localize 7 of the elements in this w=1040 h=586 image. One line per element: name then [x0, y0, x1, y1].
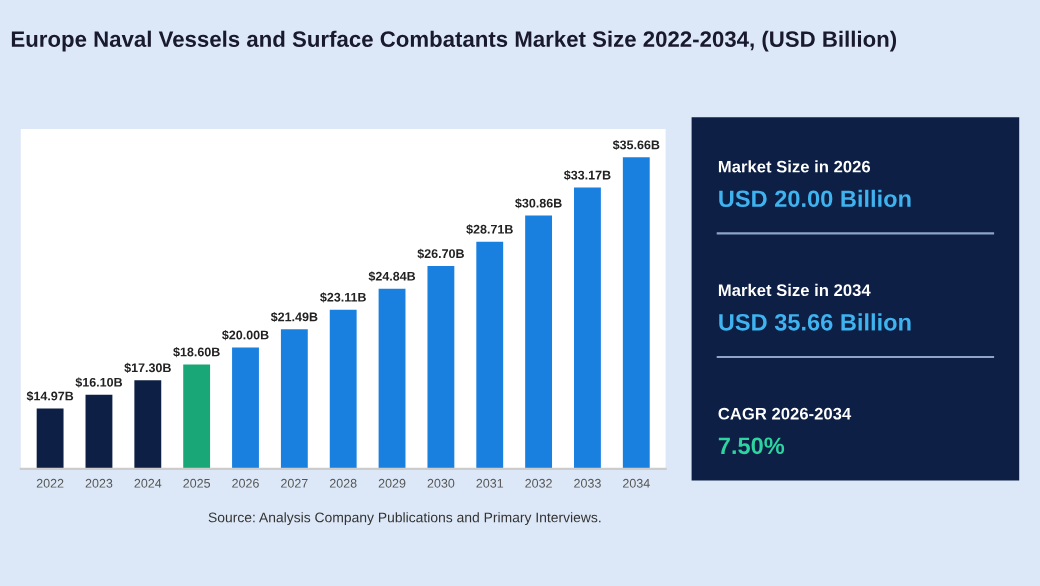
text: CAGR 2026-2034	[718, 407, 852, 420]
text: Market Size in 2034	[718, 283, 871, 297]
text: Market Size in 2026	[718, 160, 871, 173]
chart-title: Europe Naval Vessels and Surface Combatants Market Size 2022-2034, (USD Billion)	[11, 30, 897, 52]
text: 7.50%	[718, 437, 785, 455]
text: USD 20.00 Billion	[719, 189, 911, 208]
text: USD 35.66 Billion	[719, 313, 911, 331]
